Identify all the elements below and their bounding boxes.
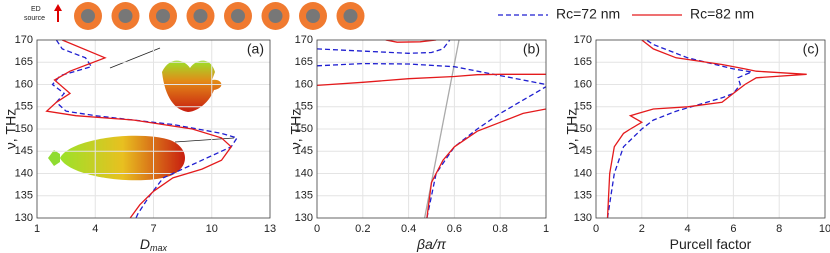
y-tick-label: 155	[574, 101, 592, 113]
source-label: ED	[31, 6, 41, 13]
x-tick-label: 8	[776, 223, 782, 235]
schematic: ED source	[24, 2, 365, 30]
x-tick-label: 10	[206, 223, 218, 235]
panel: 130 135 140 145 150 155 160 165 170 1 4 7 10 13 (a) ν, …	[3, 34, 276, 253]
pattern-blob	[162, 60, 222, 112]
panel: 130 135 140 145 150 155 160 165 170 0 0.2 0.4 0.6 0.8…	[288, 34, 549, 252]
y-axis-label: ν, THz	[288, 109, 304, 149]
x-tick-label: 4	[685, 223, 691, 235]
x-axis-label: βa/π	[416, 236, 447, 252]
y-tick-label: 160	[295, 78, 313, 90]
x-tick-label: 0	[593, 223, 599, 235]
plot-lines	[45, 40, 239, 218]
plot-frame	[316, 39, 547, 219]
particle-core	[118, 9, 133, 23]
y-tick-label: 140	[15, 167, 33, 179]
x-axis-label-main: βa/π	[416, 236, 447, 252]
x-axis-label: Dmax	[140, 236, 168, 253]
x-tick-label: 0	[314, 223, 320, 235]
y-tick-label: 150	[15, 123, 33, 135]
plot-frame	[595, 39, 826, 219]
y-axis-label: ν, THz	[3, 109, 19, 149]
legend-label: Rc=82 nm	[690, 6, 754, 22]
y-tick-label: 135	[15, 190, 33, 202]
y-axis-label: ν, THz	[564, 109, 580, 149]
y-tick-label: 165	[15, 56, 33, 68]
y-tick-label: 140	[574, 167, 592, 179]
particle-core	[343, 9, 358, 23]
y-tick-label: 170	[574, 34, 592, 46]
x-axis-label: Purcell factor	[670, 236, 752, 252]
x-tick-label: 2	[639, 223, 645, 235]
particle-core	[193, 9, 208, 23]
y-tick-label: 145	[574, 145, 592, 157]
y-tick-label: 165	[295, 56, 313, 68]
y-tick-label: 170	[295, 34, 313, 46]
y-tick-label: 165	[574, 56, 592, 68]
y-tick-label: 145	[15, 145, 33, 157]
x-axis-label-sub: max	[150, 243, 168, 253]
x-tick-label: 7	[150, 223, 156, 235]
x-tick-label: 4	[92, 223, 98, 235]
y-tick-label: 130	[574, 212, 592, 224]
pointer-arrow	[109, 47, 161, 69]
plot-frame	[36, 39, 271, 219]
panel-label: (b)	[523, 41, 540, 57]
pointer-arrow	[174, 137, 235, 143]
y-tick-label: 130	[15, 212, 33, 224]
pattern-lobe	[48, 150, 60, 166]
y-tick-label: 145	[295, 145, 313, 157]
x-tick-label: 0.2	[355, 223, 370, 235]
particle-core	[81, 9, 95, 23]
y-tick-label: 160	[574, 78, 592, 90]
series-line	[317, 40, 546, 218]
particle-core	[268, 9, 283, 23]
source-label: source	[24, 15, 45, 22]
x-tick-label: 0.6	[447, 223, 462, 235]
legend-label: Rc=72 nm	[556, 6, 620, 22]
particle-core	[231, 9, 245, 23]
x-tick-label: 10	[819, 223, 830, 235]
x-tick-label: 13	[264, 223, 276, 235]
y-tick-label: 155	[15, 101, 33, 113]
x-tick-label: 0.8	[493, 223, 508, 235]
x-axis-label-main: D	[140, 236, 150, 252]
panel: 130 135 140 145 150 155 160 165 170 0 2 4 6 8 10 (c) ν, …	[564, 34, 830, 252]
x-tick-label: 1	[34, 223, 40, 235]
series-line	[317, 40, 546, 218]
panel-label: (a)	[247, 41, 264, 57]
x-tick-label: 6	[730, 223, 736, 235]
particle-core	[306, 9, 320, 23]
x-tick-label: 0.4	[401, 223, 416, 235]
y-tick-label: 140	[295, 167, 313, 179]
y-tick-label: 170	[15, 34, 33, 46]
y-tick-label: 150	[295, 123, 313, 135]
legend: Rc=72 nm Rc=82 nm	[498, 6, 754, 22]
y-tick-label: 155	[295, 101, 313, 113]
y-tick-label: 150	[574, 123, 592, 135]
panel-label: (c)	[803, 41, 819, 57]
source-arrow-head	[54, 4, 62, 11]
series-line	[51, 40, 239, 218]
x-axis-label-main: Purcell factor	[670, 236, 752, 252]
particle-chain	[74, 2, 365, 30]
plot-lines	[606, 40, 807, 218]
y-tick-label: 135	[574, 190, 592, 202]
series-line	[45, 40, 233, 218]
y-tick-label: 160	[15, 78, 33, 90]
y-tick-label: 135	[295, 190, 313, 202]
y-tick-label: 130	[295, 212, 313, 224]
x-tick-label: 1	[543, 223, 549, 235]
particle-core	[156, 9, 170, 23]
pattern-illustrations	[48, 47, 235, 181]
series-line	[606, 40, 807, 218]
plot-lines	[317, 40, 546, 218]
